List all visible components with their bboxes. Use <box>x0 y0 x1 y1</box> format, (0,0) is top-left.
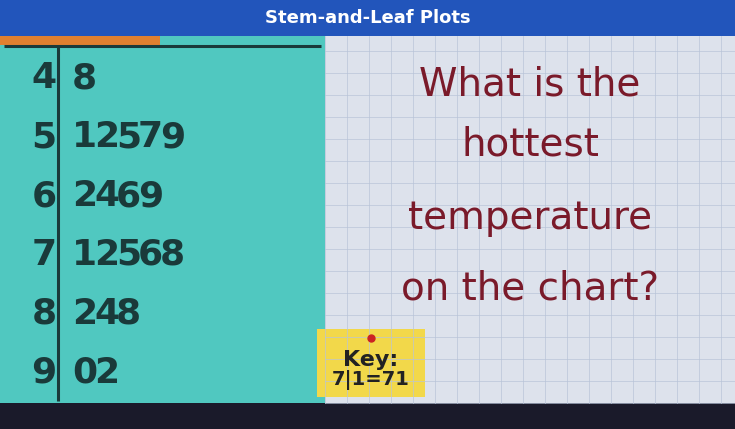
Text: 7|1=71: 7|1=71 <box>332 370 410 390</box>
Text: 2: 2 <box>72 179 97 213</box>
Text: 5: 5 <box>116 120 141 154</box>
Text: 8: 8 <box>160 238 185 272</box>
Text: 6: 6 <box>32 179 57 213</box>
Text: 2: 2 <box>72 297 97 331</box>
Text: 0: 0 <box>72 356 97 390</box>
Text: 5: 5 <box>32 120 57 154</box>
Text: on the chart?: on the chart? <box>401 269 659 307</box>
Text: 9: 9 <box>32 356 57 390</box>
Text: 2: 2 <box>94 120 119 154</box>
Text: 8: 8 <box>116 297 141 331</box>
Text: 1: 1 <box>72 238 97 272</box>
Text: 6: 6 <box>116 179 141 213</box>
Text: 2: 2 <box>94 356 119 390</box>
Text: Stem-and-Leaf Plots: Stem-and-Leaf Plots <box>265 9 470 27</box>
Text: 4: 4 <box>32 61 57 95</box>
FancyBboxPatch shape <box>0 403 735 429</box>
FancyBboxPatch shape <box>317 329 425 397</box>
Text: Key:: Key: <box>343 350 398 370</box>
Text: 8: 8 <box>72 61 97 95</box>
Text: What is the: What is the <box>419 65 641 103</box>
Text: temperature: temperature <box>408 199 652 237</box>
FancyBboxPatch shape <box>0 36 325 403</box>
Text: 2: 2 <box>94 238 119 272</box>
Text: 6: 6 <box>138 238 163 272</box>
Text: 1: 1 <box>72 120 97 154</box>
Text: 5: 5 <box>116 238 141 272</box>
Text: hottest: hottest <box>461 125 599 163</box>
FancyBboxPatch shape <box>0 36 160 45</box>
Text: 4: 4 <box>94 297 119 331</box>
Text: 7: 7 <box>32 238 57 272</box>
FancyBboxPatch shape <box>325 36 735 403</box>
Text: 9: 9 <box>160 120 185 154</box>
Text: 8: 8 <box>32 297 57 331</box>
FancyBboxPatch shape <box>0 0 735 36</box>
Text: 7: 7 <box>138 120 163 154</box>
Text: 4: 4 <box>94 179 119 213</box>
Text: 9: 9 <box>138 179 163 213</box>
